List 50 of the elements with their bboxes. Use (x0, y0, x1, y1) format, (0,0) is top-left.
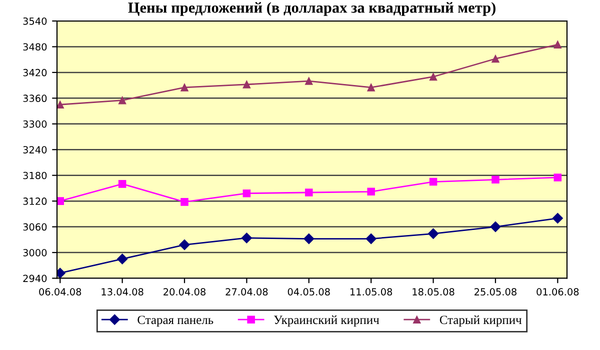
y-tick-label: 3480 (23, 43, 47, 51)
legend-label: Старая панель (138, 316, 214, 327)
x-tick-label: 25.05.08 (474, 288, 516, 296)
point (304, 233, 314, 244)
x-tick-label: 18.05.08 (412, 288, 454, 296)
y-tick-label: 3000 (23, 249, 47, 256)
point (180, 198, 188, 206)
y-tick-label: 3120 (23, 198, 47, 205)
y-tick-label: 3360 (23, 94, 47, 102)
chart-title: Цены предложений (в долларах за квадратный метр) (128, 2, 496, 16)
x-tick-label: 27.04.08 (226, 288, 268, 296)
point (490, 221, 501, 232)
point (241, 232, 252, 244)
point (554, 40, 562, 48)
point (305, 188, 313, 196)
y-tick-label: 3240 (23, 146, 47, 154)
x-tick-label: 04.05.08 (288, 288, 330, 296)
point (367, 84, 375, 92)
point (429, 178, 438, 186)
x-tick-label: 20.04.08 (164, 288, 206, 296)
point (242, 189, 251, 198)
y-tick-label: 3420 (23, 68, 47, 76)
y-tick-label: 3060 (23, 223, 47, 231)
x-tick-label: 13.04.08 (102, 288, 144, 296)
point (57, 197, 64, 205)
legend-label: Украинский кирпич (274, 315, 380, 327)
y-tick-label: 3540 (23, 17, 47, 25)
point (428, 228, 439, 239)
point (492, 54, 500, 63)
point (305, 77, 313, 85)
point (366, 233, 376, 244)
y-tick-label: 2940 (23, 274, 47, 282)
point (492, 176, 500, 184)
point (367, 188, 375, 196)
legend-label: Старый кирпич (440, 315, 522, 327)
point (429, 72, 438, 81)
point (180, 84, 188, 92)
point (179, 239, 190, 250)
y-tick-label: 3180 (23, 172, 47, 180)
x-tick-label: 11.05.08 (350, 288, 392, 296)
y-tick-label: 3300 (23, 120, 47, 128)
x-tick-label: 01.06.08 (536, 288, 579, 296)
point (554, 174, 562, 182)
point (242, 80, 251, 88)
point (116, 254, 128, 264)
point (118, 180, 126, 188)
x-tick-label: 06.04.08 (39, 288, 82, 296)
point (57, 100, 64, 108)
point (552, 212, 563, 224)
point (118, 96, 126, 104)
